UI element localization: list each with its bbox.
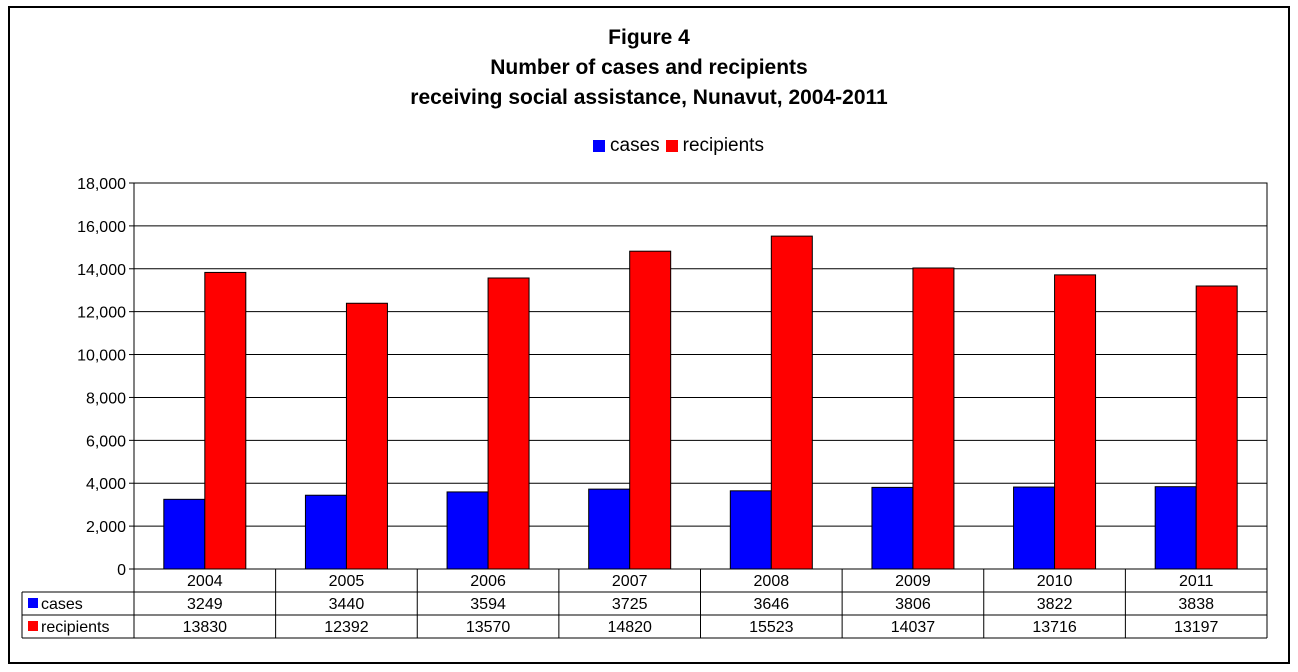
table-value-cases: 3838 — [1178, 596, 1214, 613]
bar-recipients-2010 — [1054, 274, 1097, 570]
y-tick-label: 12,000 — [77, 305, 126, 322]
bar-recipients-2004 — [204, 271, 247, 570]
x-category-label: 2011 — [1179, 573, 1214, 590]
chart-title-line-3: receiving social assistance, Nunavut, 20… — [410, 86, 888, 109]
legend-swatch-cases — [593, 140, 605, 152]
bar-recipients-2005 — [345, 302, 388, 570]
table-value-cases: 3822 — [1037, 596, 1073, 613]
x-category-label: 2010 — [1037, 573, 1073, 590]
table-value-recipients: 13716 — [1032, 619, 1077, 636]
y-tick-label: 16,000 — [77, 219, 126, 236]
bar-recipients-2009 — [912, 267, 955, 570]
bar-cases-2006 — [446, 491, 489, 570]
y-tick-label: 10,000 — [77, 348, 126, 365]
table-value-cases: 3725 — [612, 596, 648, 613]
x-category-label: 2007 — [612, 573, 648, 590]
table-value-cases: 3249 — [187, 596, 223, 613]
x-category-label: 2009 — [895, 573, 931, 590]
bar-recipients-2011 — [1195, 285, 1238, 570]
bar-cases-2007 — [588, 488, 631, 570]
bar-cases-2004 — [163, 498, 206, 570]
table-swatch-cases — [28, 598, 38, 608]
table-value-recipients: 13830 — [183, 619, 228, 636]
table-value-cases: 3440 — [329, 596, 365, 613]
plot-area — [134, 183, 1267, 569]
bar-cases-2008 — [729, 490, 772, 570]
y-tick-label: 14,000 — [77, 262, 126, 279]
bar-cases-2011 — [1154, 486, 1197, 570]
table-value-cases: 3646 — [754, 596, 790, 613]
bar-recipients-2006 — [487, 277, 530, 570]
y-tick-label: 6,000 — [86, 433, 126, 450]
table-swatch-recipients — [28, 621, 38, 631]
table-value-recipients: 12392 — [324, 619, 369, 636]
table-row-label-cases: cases — [41, 596, 83, 613]
y-tick-label: 8,000 — [86, 390, 126, 407]
table-value-cases: 3594 — [470, 596, 506, 613]
table-value-recipients: 13197 — [1174, 619, 1219, 636]
chart-title-line-2: Number of cases and recipients — [490, 56, 808, 79]
y-tick-label: 4,000 — [86, 476, 126, 493]
y-tick-label: 2,000 — [86, 519, 126, 536]
bar-recipients-2007 — [629, 250, 672, 570]
x-category-label: 2004 — [187, 573, 223, 590]
legend-label-cases: cases — [610, 135, 660, 156]
bar-cases-2009 — [871, 486, 914, 570]
x-category-label: 2005 — [329, 573, 365, 590]
legend-item-cases: cases — [593, 135, 660, 157]
chart-title-line-1: Figure 4 — [608, 26, 690, 49]
table-value-recipients: 15523 — [749, 619, 794, 636]
x-category-label: 2006 — [470, 573, 506, 590]
table-value-recipients: 14820 — [607, 619, 652, 636]
table-row-label-recipients: recipients — [41, 619, 109, 636]
table-value-cases: 3806 — [895, 596, 931, 613]
y-tick-label: 0 — [117, 562, 126, 579]
legend-item-recipients: recipients — [665, 135, 764, 157]
chart-legend: cases recipients — [593, 135, 770, 157]
legend-label-recipients: recipients — [682, 135, 764, 156]
table-value-recipients: 14037 — [891, 619, 936, 636]
x-category-label: 2008 — [754, 573, 790, 590]
legend-swatch-recipients — [665, 140, 678, 152]
bar-cases-2005 — [304, 494, 347, 570]
table-value-recipients: 13570 — [466, 619, 511, 636]
bar-cases-2010 — [1013, 486, 1056, 570]
y-tick-label: 18,000 — [77, 176, 126, 193]
bar-recipients-2008 — [770, 235, 813, 570]
